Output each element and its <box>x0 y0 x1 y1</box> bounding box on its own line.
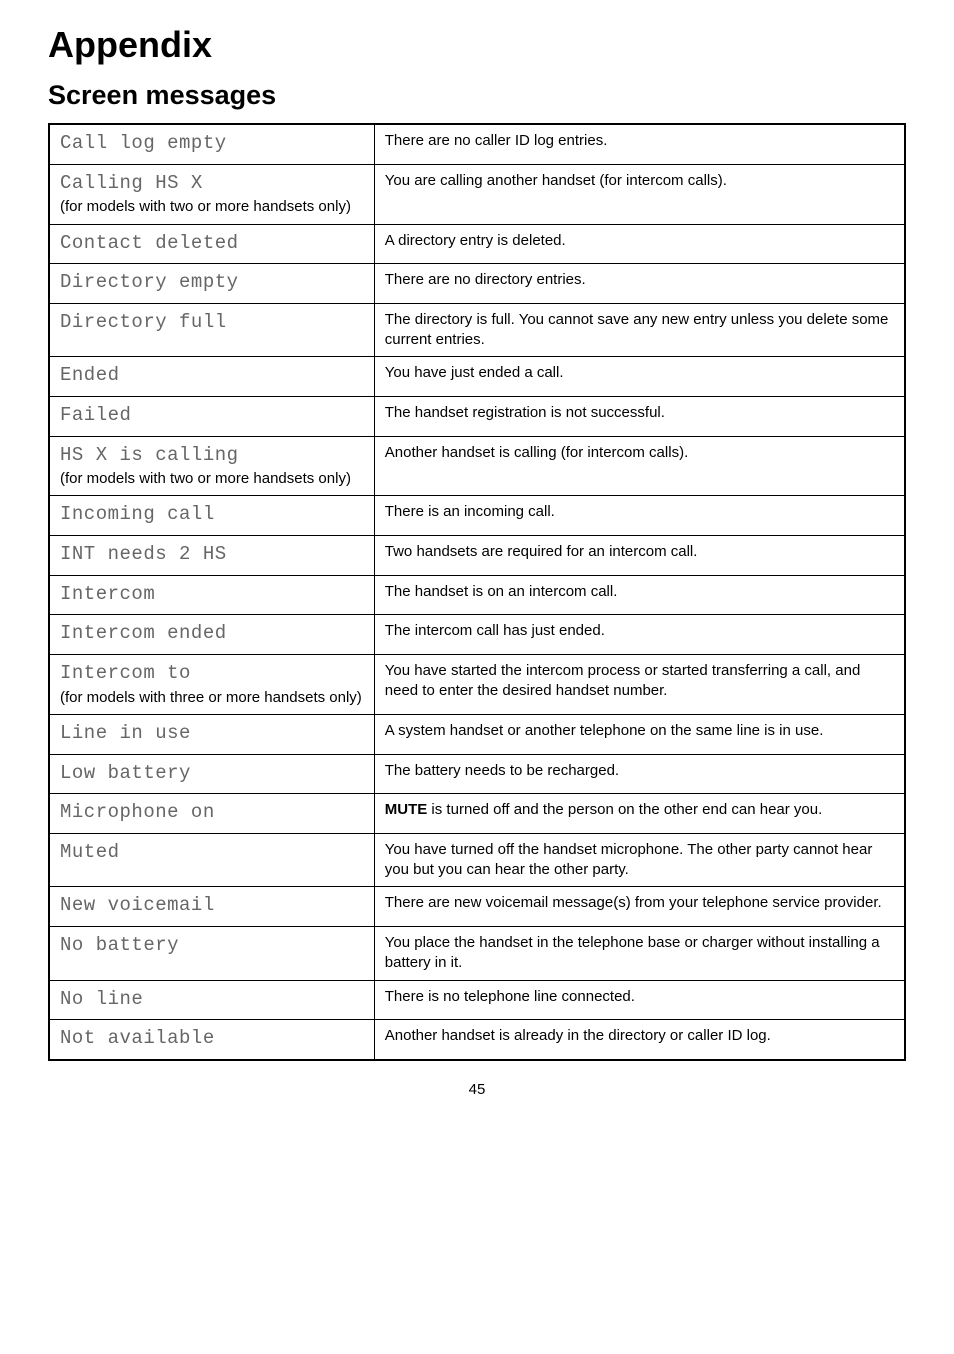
message-description-cell: There are no directory entries. <box>374 264 905 304</box>
section-heading: Screen messages <box>48 80 906 111</box>
lcd-text: Intercom ended <box>60 621 364 647</box>
message-label-cell: Intercom ended <box>49 615 374 655</box>
lcd-text: Call log empty <box>60 131 364 157</box>
message-description-cell: Another handset is already in the direct… <box>374 1020 905 1060</box>
message-description-cell: You have turned off the handset micropho… <box>374 833 905 887</box>
table-row: INT needs 2 HS Two handsets are required … <box>49 536 905 576</box>
message-label-cell: Call log empty <box>49 124 374 164</box>
lcd-text: Not available <box>60 1026 364 1052</box>
message-label-cell: Directory full <box>49 303 374 357</box>
lcd-text: Intercom <box>60 582 364 608</box>
lcd-text: Intercom to <box>60 661 364 687</box>
message-description-cell: The directory is full. You cannot save a… <box>374 303 905 357</box>
message-description-cell: You have just ended a call. <box>374 357 905 397</box>
message-label-cell: Failed <box>49 396 374 436</box>
lcd-text: Incoming call <box>60 502 364 528</box>
message-label-cell: Low battery <box>49 754 374 794</box>
message-description-cell: A system handset or another telephone on… <box>374 714 905 754</box>
table-row: Low battery The battery needs to be recha… <box>49 754 905 794</box>
table-row: Ended You have just ended a call. <box>49 357 905 397</box>
lcd-text: Directory full <box>60 310 364 336</box>
message-description-cell: The battery needs to be recharged. <box>374 754 905 794</box>
message-label-cell: Directory empty <box>49 264 374 304</box>
message-description-cell: Another handset is calling (for intercom… <box>374 436 905 496</box>
lcd-text: Muted <box>60 840 364 866</box>
table-row: HS X is calling(for models with two or m… <box>49 436 905 496</box>
message-description-cell: There is no telephone line connected. <box>374 980 905 1020</box>
message-label-cell: Microphone on <box>49 794 374 834</box>
table-row: No battery You place the handset in the t… <box>49 927 905 981</box>
message-description-cell: A directory entry is deleted. <box>374 224 905 264</box>
message-label-cell: New voicemail <box>49 887 374 927</box>
message-label-cell: Not available <box>49 1020 374 1060</box>
lcd-text: Calling HS X <box>60 171 364 197</box>
messages-table: Call log empty There are no caller ID log… <box>48 123 906 1061</box>
lcd-text: HS X is calling <box>60 443 364 469</box>
message-description-cell: There are new voicemail message(s) from … <box>374 887 905 927</box>
table-row: No line There is no telephone line connec… <box>49 980 905 1020</box>
page-heading: Appendix <box>48 24 906 66</box>
message-label-cell: INT needs 2 HS <box>49 536 374 576</box>
message-label-cell: No line <box>49 980 374 1020</box>
table-row: Directory empty There are no directory en… <box>49 264 905 304</box>
lcd-text: New voicemail <box>60 893 364 919</box>
message-label-cell: Ended <box>49 357 374 397</box>
message-description-cell: There are no caller ID log entries. <box>374 124 905 164</box>
lcd-text: INT needs 2 HS <box>60 542 364 568</box>
table-row: Contact deleted A directory entry is dele… <box>49 224 905 264</box>
message-label-cell: HS X is calling(for models with two or m… <box>49 436 374 496</box>
message-label-cell: Intercom <box>49 575 374 615</box>
table-row: Not available Another handset is already … <box>49 1020 905 1060</box>
table-row: Call log empty There are no caller ID log… <box>49 124 905 164</box>
lcd-text: Directory empty <box>60 270 364 296</box>
table-row: Microphone on MUTE is turned off and the … <box>49 794 905 834</box>
lcd-text: No battery <box>60 933 364 959</box>
lcd-text: No line <box>60 987 364 1013</box>
table-row: Incoming call There is an incoming call. <box>49 496 905 536</box>
lcd-text: Line in use <box>60 721 364 747</box>
model-note: (for models with three or more handsets … <box>60 689 362 706</box>
message-description-cell: You have started the intercom process or… <box>374 655 905 715</box>
message-description-cell: You place the handset in the telephone b… <box>374 927 905 981</box>
table-row: Calling HS X(for models with two or more… <box>49 164 905 224</box>
message-description-cell: The intercom call has just ended. <box>374 615 905 655</box>
lcd-text: Microphone on <box>60 800 364 826</box>
message-description-cell: Two handsets are required for an interco… <box>374 536 905 576</box>
message-label-cell: Incoming call <box>49 496 374 536</box>
model-note: (for models with two or more handsets on… <box>60 198 351 215</box>
message-label-cell: Calling HS X(for models with two or more… <box>49 164 374 224</box>
lcd-text: Low battery <box>60 761 364 787</box>
message-label-cell: Muted <box>49 833 374 887</box>
table-row: Line in use A system handset or another t… <box>49 714 905 754</box>
message-description-cell: MUTE is turned off and the person on the… <box>374 794 905 834</box>
table-row: Failed The handset registration is not su… <box>49 396 905 436</box>
table-row: Intercom ended The intercom call has just… <box>49 615 905 655</box>
page-number: 45 <box>48 1081 906 1098</box>
message-label-cell: No battery <box>49 927 374 981</box>
lcd-text: Ended <box>60 363 364 389</box>
message-label-cell: Contact deleted <box>49 224 374 264</box>
message-description-cell: There is an incoming call. <box>374 496 905 536</box>
message-description-cell: The handset registration is not successf… <box>374 396 905 436</box>
message-description-cell: The handset is on an intercom call. <box>374 575 905 615</box>
message-description-cell: You are calling another handset (for int… <box>374 164 905 224</box>
table-row: Intercom The handset is on an intercom ca… <box>49 575 905 615</box>
model-note: (for models with two or more handsets on… <box>60 470 351 487</box>
table-row: New voicemail There are new voicemail mes… <box>49 887 905 927</box>
lcd-text: Contact deleted <box>60 231 364 257</box>
message-label-cell: Line in use <box>49 714 374 754</box>
table-row: Muted You have turned off the handset mic… <box>49 833 905 887</box>
table-row: Directory full The directory is full. You… <box>49 303 905 357</box>
message-label-cell: Intercom to (for models with three or mor… <box>49 655 374 715</box>
table-row: Intercom to (for models with three or mor… <box>49 655 905 715</box>
lcd-text: Failed <box>60 403 364 429</box>
